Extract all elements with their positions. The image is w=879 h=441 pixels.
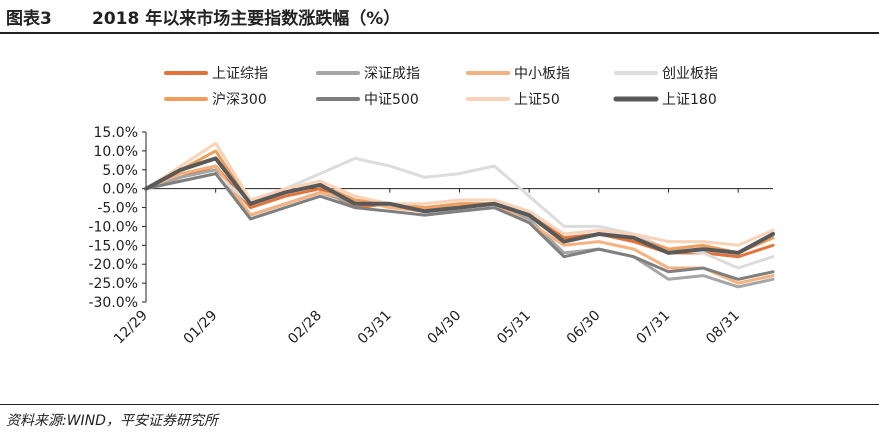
y-tick-label: -30.0% xyxy=(88,295,138,311)
x-tick-label: 07/31 xyxy=(633,308,673,348)
figure-title: 2018 年以来市场主要指数涨跌幅（%） xyxy=(92,9,401,29)
legend-label: 上证50 xyxy=(514,92,560,108)
y-tick-label: -20.0% xyxy=(88,257,138,273)
series-line xyxy=(144,156,775,255)
figure-number: 图表3 xyxy=(6,9,52,29)
x-tick-label: 08/31 xyxy=(703,308,743,348)
x-tick-label: 01/29 xyxy=(181,308,221,348)
legend-label: 沪深300 xyxy=(212,92,267,108)
legend-label: 上证综指 xyxy=(212,66,268,82)
footer-rule xyxy=(0,404,879,405)
x-tick-label: 02/28 xyxy=(285,308,325,348)
x-tick-label: 12/29 xyxy=(111,308,151,348)
header-rule xyxy=(0,32,879,34)
legend-label: 创业板指 xyxy=(662,66,718,82)
series-layer xyxy=(144,141,775,289)
y-tick-label: 10.0% xyxy=(94,144,138,160)
y-tick-label: -5.0% xyxy=(97,201,138,217)
y-tick-label: 5.0% xyxy=(102,163,138,179)
y-tick-label: 15.0% xyxy=(94,125,138,141)
x-tick-label: 04/30 xyxy=(424,308,464,348)
y-axis: 15.0% 10.0% 5.0% 0.0% -5.0% -10.0% -15.0% -20.0… xyxy=(88,125,147,311)
legend-label: 深证成指 xyxy=(364,66,420,82)
x-tick-label: 06/30 xyxy=(564,308,604,348)
x-tick-label: 03/31 xyxy=(355,308,395,348)
figure-header: 图表3 2018 年以来市场主要指数涨跌幅（%） xyxy=(0,0,879,32)
series-line xyxy=(144,172,775,281)
y-tick-label: -15.0% xyxy=(88,238,138,254)
x-tick-label: 05/31 xyxy=(494,308,534,348)
series-line xyxy=(144,141,775,247)
y-tick-label: -25.0% xyxy=(88,276,138,292)
legend-label: 上证180 xyxy=(662,92,717,108)
legend-label: 中证500 xyxy=(364,92,419,108)
source-note: 资料来源:WIND，平安证券研究所 xyxy=(6,413,218,429)
y-tick-label: -10.0% xyxy=(88,219,138,235)
y-tick-label: 0.0% xyxy=(102,182,138,198)
legend-label: 中小板指 xyxy=(514,66,570,82)
